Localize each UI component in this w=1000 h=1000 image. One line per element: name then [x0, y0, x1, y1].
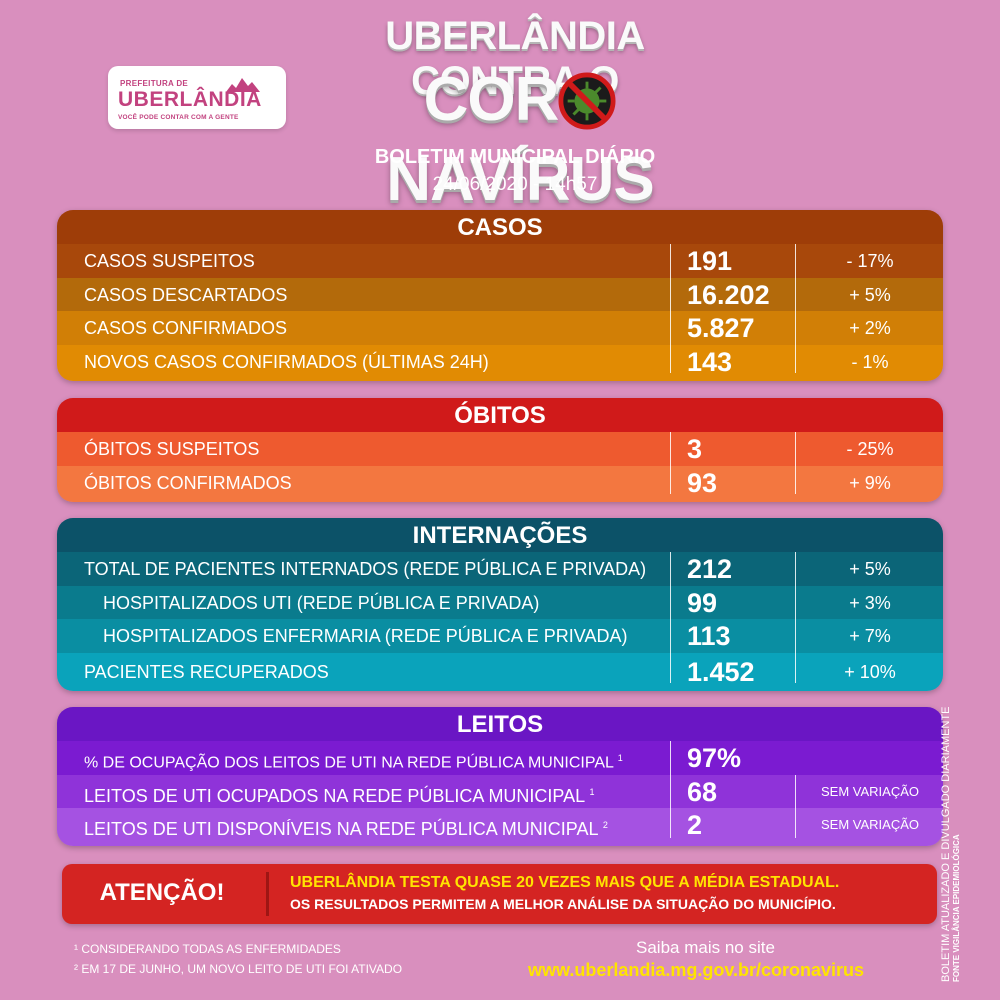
row-value: 1.452: [687, 656, 755, 687]
row-label-text: % DE OCUPAÇÃO DOS LEITOS DE UTI NA REDE …: [84, 754, 614, 772]
table-row: CASOS CONFIRMADOS 5.827 + 2%: [57, 311, 943, 345]
row-label-text: LEITOS DE UTI OCUPADOS NA REDE PÚBLICA M…: [84, 785, 585, 806]
row-value: 99: [687, 587, 718, 618]
footnote-1: ¹ CONSIDERANDO TODAS AS ENFERMIDADES: [74, 942, 341, 956]
row-value: 5.827: [687, 313, 755, 343]
row-variation: + 5%: [849, 559, 891, 579]
row-value: 191: [687, 246, 733, 276]
site-url[interactable]: www.uberlandia.mg.gov.br/coronavirus: [528, 960, 865, 980]
row-variation: - 1%: [851, 351, 889, 372]
column-divider: [795, 552, 796, 683]
section-title-obitos: ÓBITOS: [57, 398, 943, 432]
footnote-2: ² EM 17 DE JUNHO, UM NOVO LEITO DE UTI F…: [74, 962, 403, 976]
logo-line2: UBERLÂNDIA: [118, 88, 262, 111]
table-row: PACIENTES RECUPERADOS 1.452 + 10%: [57, 652, 943, 691]
table-row: TOTAL DE PACIENTES INTERNADOS (REDE PÚBL…: [57, 552, 943, 586]
row-label: CASOS SUSPEITOS: [84, 251, 255, 271]
row-variation: SEM VARIAÇÃO: [820, 783, 919, 799]
attention-detail: OS RESULTADOS PERMITEM A MELHOR ANÁLISE …: [290, 896, 836, 912]
table-row: % DE OCUPAÇÃO DOS LEITOS DE UTI NA REDE …: [57, 741, 943, 775]
footnote-ref: 1: [589, 786, 595, 797]
row-label: CASOS DESCARTADOS: [84, 284, 288, 305]
column-divider: [670, 244, 671, 373]
logo-line3: VOCÊ PODE CONTAR COM A GENTE: [118, 114, 239, 121]
logo-line1: PREFEITURA DE: [120, 79, 189, 88]
side-note-line1: BOLETIM ATUALIZADO E DIVULGADO DIARIAMEN…: [940, 706, 952, 982]
row-label: ÓBITOS CONFIRMADOS: [84, 472, 292, 493]
side-note: BOLETIM ATUALIZADO E DIVULGADO DIARIAMEN…: [940, 707, 961, 982]
row-label: HOSPITALIZADOS ENFERMARIA (REDE PÚBLICA …: [103, 626, 628, 646]
row-value: 16.202: [687, 279, 770, 310]
footnote-ref: 2: [602, 820, 608, 830]
section-internacoes: INTERNAÇÕES TOTAL DE PACIENTES INTERNADO…: [57, 518, 943, 691]
virus-prohibited-icon: [558, 72, 616, 130]
table-row: HOSPITALIZADOS ENFERMARIA (REDE PÚBLICA …: [57, 619, 943, 653]
table-row: HOSPITALIZADOS UTI (REDE PÚBLICA E PRIVA…: [57, 585, 943, 619]
row-label: PACIENTES RECUPERADOS: [84, 661, 329, 682]
row-variation: + 2%: [849, 318, 891, 338]
row-variation: + 10%: [844, 661, 896, 682]
subtitle: BOLETIM MUNICIPAL DIÁRIO: [374, 146, 656, 168]
row-value: 3: [687, 434, 703, 464]
section-title-internacoes: INTERNAÇÕES: [57, 518, 943, 552]
table-row: LEITOS DE UTI OCUPADOS NA REDE PÚBLICA M…: [57, 774, 943, 808]
row-label: ÓBITOS SUSPEITOS: [84, 439, 260, 459]
row-value: 97%: [687, 743, 742, 773]
row-variation: - 17%: [846, 251, 894, 271]
title-line1: UBERLÂNDIA CONTRA O: [385, 14, 645, 103]
site-caption: Saiba mais no site: [636, 938, 775, 957]
title-left: COR: [423, 65, 560, 134]
row-label: HOSPITALIZADOS UTI (REDE PÚBLICA E PRIVA…: [103, 592, 540, 613]
row-variation: - 25%: [846, 439, 894, 459]
row-value: 93: [687, 467, 718, 498]
row-variation: SEM VARIAÇÃO: [820, 817, 919, 832]
attention-banner: ATENÇÃO! UBERLÂNDIA TESTA QUASE 20 VEZES…: [62, 864, 937, 924]
column-divider: [795, 775, 796, 838]
attention-divider: [266, 872, 269, 916]
skyline-icon: [226, 78, 260, 92]
row-value: 2: [687, 810, 703, 840]
row-label-text: LEITOS DE UTI DISPONÍVEIS NA REDE PÚBLIC…: [84, 819, 598, 839]
section-casos: CASOS CASOS SUSPEITOS 191 - 17% CASOS DE…: [57, 210, 943, 381]
side-note-line2: FONTE VIGILÂNCIA EPIDEMIOLÓGICA: [952, 834, 961, 982]
row-variation: + 7%: [849, 626, 891, 646]
prefeitura-logo: PREFEITURA DE UBERLÂNDIA VOCÊ PODE CONTA…: [108, 66, 286, 129]
section-leitos: LEITOS % DE OCUPAÇÃO DOS LEITOS DE UTI N…: [57, 707, 943, 846]
column-divider: [670, 741, 671, 838]
row-label: CASOS CONFIRMADOS: [84, 318, 288, 338]
table-row: ÓBITOS SUSPEITOS 3 - 25%: [57, 432, 943, 466]
table-row: ÓBITOS CONFIRMADOS 93 + 9%: [57, 465, 943, 502]
row-variation: + 5%: [849, 284, 891, 305]
column-divider: [670, 552, 671, 683]
row-label: LEITOS DE UTI OCUPADOS NA REDE PÚBLICA M…: [84, 775, 594, 813]
column-divider: [795, 244, 796, 373]
table-row: CASOS DESCARTADOS 16.202 + 5%: [57, 277, 943, 311]
row-label: % DE OCUPAÇÃO DOS LEITOS DE UTI NA REDE …: [84, 741, 623, 780]
column-divider: [795, 432, 796, 494]
column-divider: [670, 432, 671, 494]
row-label: LEITOS DE UTI DISPONÍVEIS NA REDE PÚBLIC…: [84, 808, 608, 846]
table-row: LEITOS DE UTI DISPONÍVEIS NA REDE PÚBLIC…: [57, 808, 943, 846]
row-variation: + 3%: [849, 592, 891, 613]
row-label: TOTAL DE PACIENTES INTERNADOS (REDE PÚBL…: [84, 559, 647, 579]
footnote-ref: 1: [617, 753, 623, 763]
table-row: CASOS SUSPEITOS 191 - 17%: [57, 244, 943, 278]
row-value: 113: [687, 621, 731, 651]
section-title-casos: CASOS: [57, 210, 943, 244]
section-title-leitos: LEITOS: [57, 707, 943, 741]
title-line2: COR NAVÍRUS: [330, 60, 710, 214]
row-value: 143: [687, 346, 733, 377]
table-row: NOVOS CASOS CONFIRMADOS (ÚLTIMAS 24H) 14…: [57, 344, 943, 381]
attention-label: ATENÇÃO!: [99, 879, 225, 906]
attention-headline: UBERLÂNDIA TESTA QUASE 20 VEZES MAIS QUE…: [290, 874, 840, 891]
row-value: 212: [687, 554, 733, 584]
row-label: NOVOS CASOS CONFIRMADOS (ÚLTIMAS 24H): [84, 351, 489, 372]
section-obitos: ÓBITOS ÓBITOS SUSPEITOS 3 - 25% ÓBITOS C…: [57, 398, 943, 502]
bulletin-datetime: 24/06/2020 - 14h57: [432, 174, 598, 195]
title-right: NAVÍRUS: [386, 145, 654, 214]
row-variation: + 9%: [849, 472, 891, 493]
row-value: 68: [687, 776, 718, 807]
